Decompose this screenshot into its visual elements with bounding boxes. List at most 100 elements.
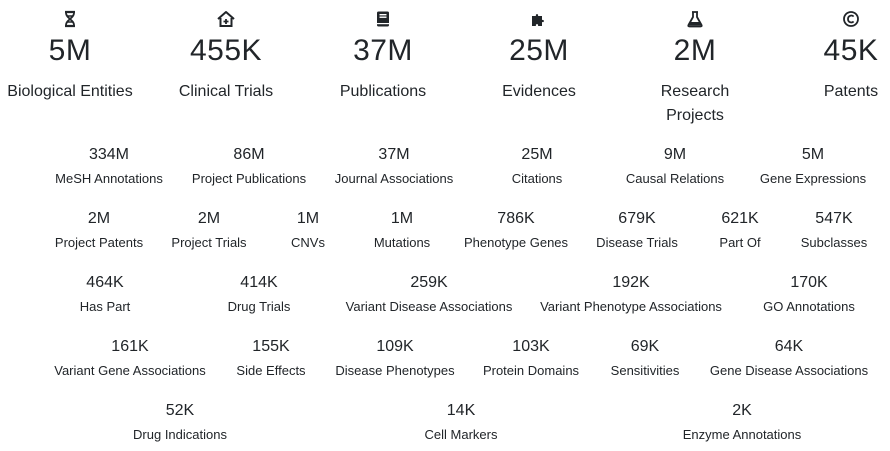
stat-label: Drug Trials [227,299,291,314]
stat-label: MeSH Annotations [55,171,163,186]
stat-project-patents: 2M Project Patents [55,209,143,251]
stat-label: Drug Indications [133,427,227,442]
stat-label: Biological Entities [7,83,133,100]
stat-publications: 37M Publications [308,10,458,104]
stat-value: 464K [86,274,124,291]
stat-value: 25M [509,34,569,67]
stat-project-trials: 2M Project Trials [171,209,246,251]
stat-label: CNVs [291,235,325,250]
stat-value: 45K [823,34,879,67]
stat-label: Variant Disease Associations [345,299,513,314]
stat-label: GO Annotations [763,299,855,314]
stat-label: Mutations [373,235,431,250]
stat-label: Subclasses [800,235,868,250]
stat-label: Clinical Trials [178,83,274,100]
stat-side-effects: 155K Side Effects [236,337,305,379]
stat-variant-disease-associations: 259K Variant Disease Associations [346,273,513,315]
stat-value: 5M [48,34,92,67]
stat-sensitivities: 69K Sensitivities [611,337,680,379]
stat-value: 2K [732,402,752,419]
stat-value: 155K [252,338,290,355]
stat-journal-associations: 37M Journal Associations [335,145,454,187]
copyright-icon [843,11,859,27]
stat-variant-phenotype-associations: 192K Variant Phenotype Associations [540,273,722,315]
stat-label: Evidences [502,83,576,100]
stat-label: Part Of [719,235,761,250]
stat-variant-gene-associations: 161K Variant Gene Associations [54,337,206,379]
stat-value: 109K [376,338,414,355]
stat-project-publications: 86M Project Publications [192,145,306,187]
stat-value: 170K [790,274,828,291]
stat-label: Project Trials [171,235,247,250]
stat-value: 69K [630,338,660,355]
stat-label: Research Projects [620,80,770,128]
dna-icon [65,10,75,28]
stat-value: 52K [165,402,195,419]
stat-part-of: 621K Part Of [719,209,760,251]
stat-subclasses: 547K Subclasses [801,209,867,251]
stat-label: Project Publications [191,171,307,186]
stat-gene-expressions: 5M Gene Expressions [760,145,866,187]
stat-phenotype-genes: 786K Phenotype Genes [464,209,568,251]
stat-gene-disease-associations: 64K Gene Disease Associations [710,337,868,379]
stat-label: Journal Associations [334,171,454,186]
stat-label: Side Effects [236,363,306,378]
stat-mutations: 1M Mutations [374,209,430,251]
stat-value: 455K [189,34,263,67]
flask-icon [687,11,703,28]
stat-enzyme-annotations: 2K Enzyme Annotations [683,401,802,443]
stat-value: 1M [296,210,320,227]
stat-label: Variant Phenotype Associations [540,299,722,314]
stat-protein-domains: 103K Protein Domains [483,337,579,379]
stat-label: Citations [511,171,563,186]
stat-label: Protein Domains [482,363,580,378]
stat-cell-markers: 14K Cell Markers [425,401,498,443]
stat-disease-phenotypes: 109K Disease Phenotypes [335,337,454,379]
stat-mesh-annotations: 334M MeSH Annotations [55,145,163,187]
stat-label: Has Part [79,299,131,314]
stat-drug-indications: 52K Drug Indications [133,401,227,443]
stat-causal-relations: 9M Causal Relations [626,145,724,187]
stat-value: 37M [353,34,413,67]
stat-citations: 25M Citations [512,145,563,187]
stat-value: 64K [774,338,804,355]
stat-value: 86M [233,146,265,163]
stat-value: 192K [612,274,650,291]
stat-value: 2M [673,34,717,67]
stat-value: 2M [197,210,221,227]
stat-value: 161K [111,338,149,355]
stat-drug-trials: 414K Drug Trials [228,273,291,315]
stat-label: Variant Gene Associations [54,363,206,378]
stat-label: Sensitivities [610,363,680,378]
puzzle-piece-icon [532,14,544,26]
stat-value: 14K [446,402,476,419]
stat-value: 1M [390,210,414,227]
stat-research-projects: 2M Research Projects [620,10,770,128]
book-icon [377,11,389,27]
stat-value: 547K [815,210,853,227]
stat-label: Causal Relations [625,171,725,186]
stat-value: 259K [410,274,448,291]
stat-value: 9M [663,146,687,163]
stat-label: Cell Markers [424,427,498,442]
stat-label: Project Patents [54,235,144,250]
stat-cnvs: 1M CNVs [291,209,325,251]
stat-label: Gene Disease Associations [709,363,869,378]
stat-label-line: Research [660,83,730,100]
stat-value: 679K [618,210,656,227]
stat-label: Publications [339,83,427,100]
stat-evidences: 25M Evidences [464,10,614,104]
stat-label: Gene Expressions [759,171,867,186]
stat-disease-trials: 679K Disease Trials [596,209,678,251]
stat-clinical-trials: 455K Clinical Trials [151,10,301,104]
stat-value: 414K [240,274,278,291]
stat-label: Enzyme Annotations [682,427,802,442]
hospital-icon [217,11,235,27]
stat-has-part: 464K Has Part [80,273,131,315]
stat-value: 786K [497,210,535,227]
stat-label: Disease Trials [596,235,678,250]
stat-patents: 45K Patents [776,10,890,104]
stat-value: 2M [87,210,111,227]
stat-label: Phenotype Genes [463,235,569,250]
stat-value: 621K [721,210,759,227]
